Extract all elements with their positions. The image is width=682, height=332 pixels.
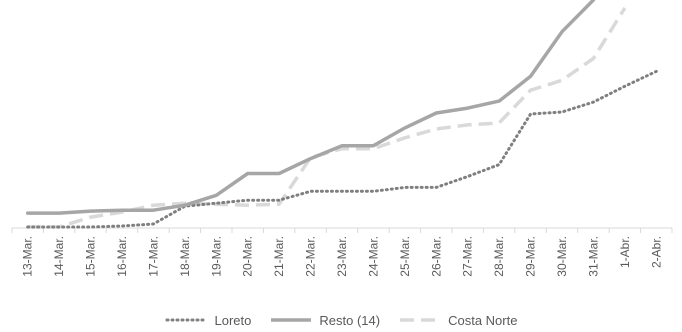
legend-swatch-loreto bbox=[165, 315, 209, 325]
legend-label-costa-norte: Costa Norte bbox=[448, 312, 518, 328]
legend-label-resto: Resto (14) bbox=[319, 312, 381, 328]
series-layer bbox=[25, 0, 658, 229]
legend-item-resto: Resto (14) bbox=[269, 313, 380, 328]
x-tick-label: 19-Mar. bbox=[209, 236, 223, 277]
legend-item-loreto: Loreto bbox=[165, 312, 252, 328]
series-loreto bbox=[26, 69, 658, 229]
x-tick-label: 20-Mar. bbox=[241, 236, 255, 277]
series-costa-norte bbox=[27, 6, 627, 229]
x-tick-label: 27-Mar. bbox=[461, 236, 475, 277]
x-tick-label: 14-Mar. bbox=[52, 236, 66, 277]
series-line bbox=[25, 0, 596, 215]
x-axis-ticks bbox=[11, 228, 673, 233]
series-line bbox=[26, 69, 658, 229]
line-chart: 13-Mar. 14-Mar. 15-Mar. 16-Mar. 17-Mar. 18-Ma… bbox=[11, 0, 673, 277]
legend: Loreto Resto (14) Costa Norte bbox=[0, 309, 682, 331]
x-tick-label: 26-Mar. bbox=[429, 236, 443, 277]
x-tick-label: 2-Abr. bbox=[649, 236, 663, 268]
legend-item-costa-norte: Costa Norte bbox=[398, 313, 517, 328]
x-tick-label: 15-Mar. bbox=[84, 236, 98, 277]
x-tick-label: 29-Mar. bbox=[524, 236, 538, 277]
x-tick-label: 25-Mar. bbox=[398, 236, 412, 277]
x-tick-label: 18-Mar. bbox=[178, 236, 192, 277]
x-tick-label: 21-Mar. bbox=[272, 236, 286, 277]
legend-label-loreto: Loreto bbox=[214, 312, 252, 328]
series-resto-14 bbox=[25, 0, 596, 215]
x-tick-label: 23-Mar. bbox=[335, 236, 349, 277]
x-tick-label: 30-Mar. bbox=[555, 236, 569, 277]
x-tick-label: 28-Mar. bbox=[492, 236, 506, 277]
x-tick-label: 13-Mar. bbox=[21, 236, 35, 277]
series-line bbox=[27, 6, 627, 229]
x-tick-label: 22-Mar. bbox=[304, 236, 318, 277]
x-tick-label: 16-Mar. bbox=[115, 236, 129, 277]
x-tick-label: 31-Mar. bbox=[586, 236, 600, 277]
x-axis-tick-labels: 13-Mar. 14-Mar. 15-Mar. 16-Mar. 17-Mar. 18-Ma… bbox=[21, 236, 664, 277]
x-tick-label: 1-Abr. bbox=[618, 236, 632, 268]
legend-swatch-costa-norte bbox=[398, 315, 442, 325]
legend-swatch-resto bbox=[269, 315, 313, 325]
x-tick-label: 17-Mar. bbox=[146, 236, 160, 277]
x-tick-label: 24-Mar. bbox=[366, 236, 380, 277]
